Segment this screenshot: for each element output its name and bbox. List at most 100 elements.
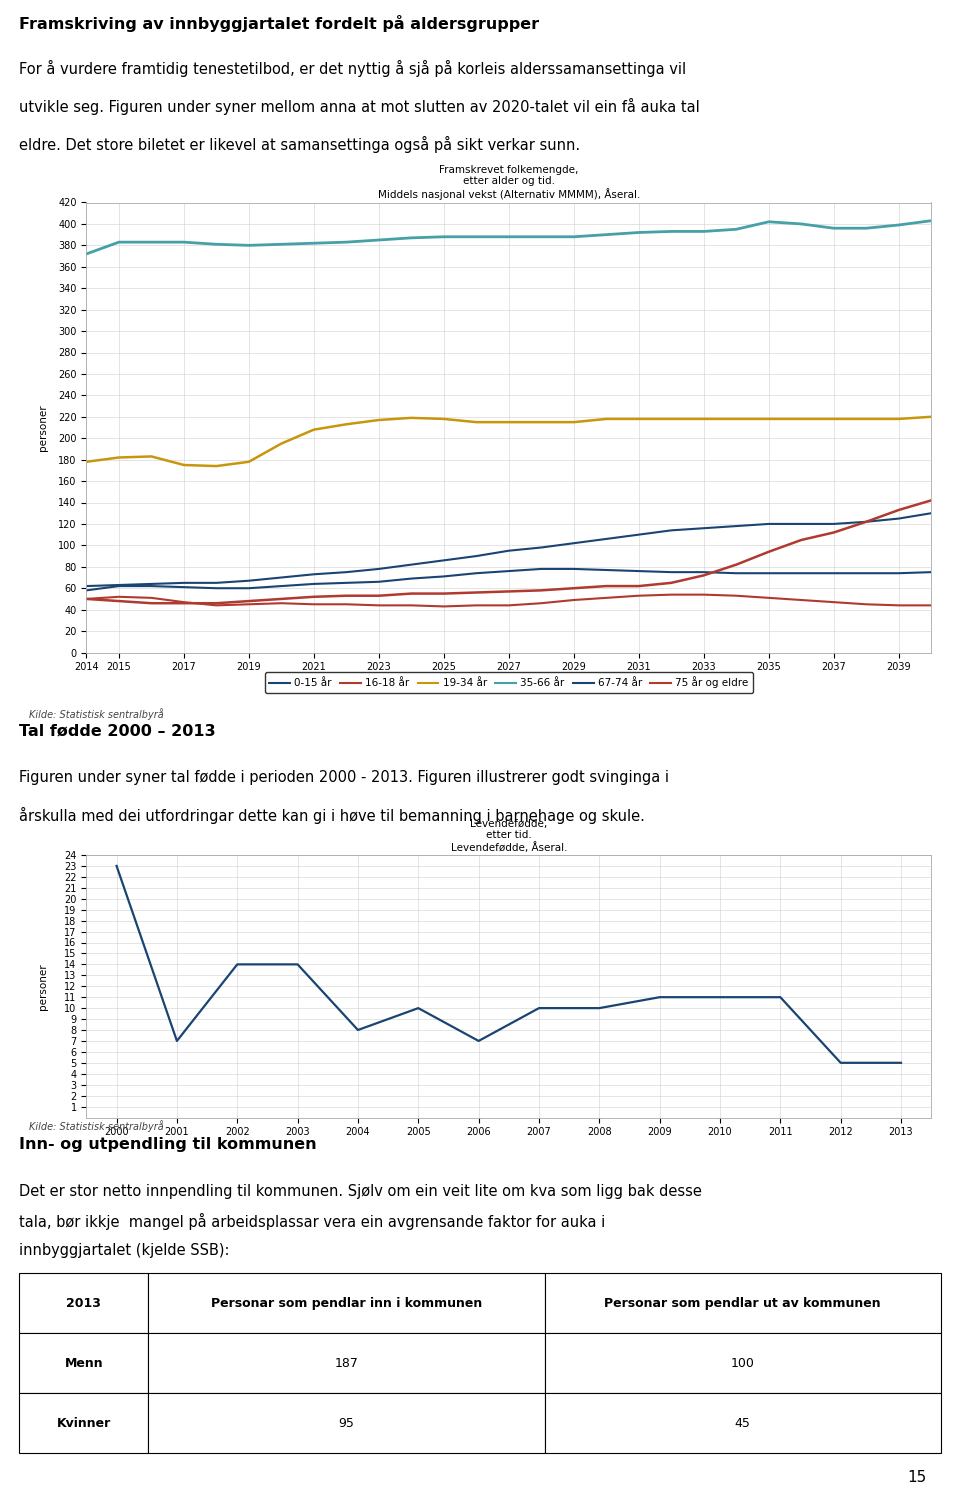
0-15 år xyxy=(503,562,515,580)
75 år og eldre xyxy=(568,579,580,597)
75 år og eldre xyxy=(893,501,904,519)
16-18 år xyxy=(925,597,937,615)
16-18 år xyxy=(536,594,547,612)
Legend: 0-15 år, 16-18 år, 19-34 år, 35-66 år, 67-74 år, 75 år og eldre: 0-15 år, 16-18 år, 19-34 år, 35-66 år, 6… xyxy=(265,672,753,693)
0-15 år xyxy=(731,564,742,582)
67-74 år xyxy=(796,514,807,532)
0-15 år xyxy=(405,570,417,588)
16-18 år xyxy=(568,591,580,609)
67-74 år xyxy=(113,576,125,594)
67-74 år xyxy=(243,572,254,590)
75 år og eldre xyxy=(179,594,190,612)
Y-axis label: personer: personer xyxy=(38,404,48,451)
75 år og eldre xyxy=(763,543,775,561)
Text: Kilde: Statistisk sentralbyrå: Kilde: Statistisk sentralbyrå xyxy=(29,708,163,720)
19-34 år xyxy=(731,410,742,428)
Text: Kilde: Statistisk sentralbyrå: Kilde: Statistisk sentralbyrå xyxy=(29,1119,163,1131)
16-18 år xyxy=(308,596,320,613)
Y-axis label: personer: personer xyxy=(38,963,48,1010)
19-34 år xyxy=(276,435,287,453)
Bar xyxy=(19,1394,148,1454)
19-34 år xyxy=(405,410,417,428)
Text: Det er stor netto innpendling til kommunen. Sjølv om ein veit lite om kva som li: Det er stor netto innpendling til kommun… xyxy=(19,1184,702,1198)
0-15 år xyxy=(341,574,352,592)
Title: Framskrevet folkemengde,
etter alder og tid.
Middels nasjonal vekst (Alternativ : Framskrevet folkemengde, etter alder og … xyxy=(377,165,640,201)
35-66 år xyxy=(81,244,92,262)
75 år og eldre xyxy=(731,555,742,573)
75 år og eldre xyxy=(146,594,157,612)
35-66 år xyxy=(536,228,547,246)
75 år og eldre xyxy=(503,582,515,600)
67-74 år xyxy=(470,548,482,566)
75 år og eldre xyxy=(81,590,92,608)
16-18 år xyxy=(763,590,775,608)
Text: Tal fødde 2000 – 2013: Tal fødde 2000 – 2013 xyxy=(19,723,216,738)
Text: Figuren under syner tal fødde i perioden 2000 - 2013. Figuren illustrerer godt s: Figuren under syner tal fødde i perioden… xyxy=(19,770,669,784)
75 år og eldre xyxy=(308,588,320,606)
0-15 år xyxy=(308,574,320,592)
Bar xyxy=(544,1334,941,1394)
Text: Personar som pendlar ut av kommunen: Personar som pendlar ut av kommunen xyxy=(605,1296,881,1310)
19-34 år xyxy=(373,411,385,429)
75 år og eldre xyxy=(210,594,222,612)
67-74 år xyxy=(438,552,449,570)
35-66 år xyxy=(698,222,709,240)
35-66 år xyxy=(828,219,839,237)
67-74 år xyxy=(893,510,904,528)
Text: Menn: Menn xyxy=(64,1356,103,1370)
Text: For å vurdere framtidig tenestetilbod, er det nyttig å sjå på korleis alderssama: For å vurdere framtidig tenestetilbod, e… xyxy=(19,60,686,76)
0-15 år xyxy=(568,560,580,578)
75 år og eldre xyxy=(698,567,709,585)
Line: 67-74 år: 67-74 år xyxy=(86,513,931,586)
19-34 år xyxy=(633,410,644,428)
67-74 år xyxy=(633,525,644,543)
Bar xyxy=(544,1394,941,1454)
35-66 år xyxy=(438,228,449,246)
Text: Kvinner: Kvinner xyxy=(57,1416,110,1430)
19-34 år xyxy=(925,408,937,426)
19-34 år xyxy=(763,410,775,428)
75 år og eldre xyxy=(796,531,807,549)
0-15 år xyxy=(276,578,287,596)
19-34 år xyxy=(308,420,320,438)
0-15 år xyxy=(146,578,157,596)
35-66 år xyxy=(503,228,515,246)
16-18 år xyxy=(503,597,515,615)
67-74 år xyxy=(81,578,92,596)
0-15 år xyxy=(828,564,839,582)
19-34 år xyxy=(860,410,872,428)
0-15 år xyxy=(210,579,222,597)
67-74 år xyxy=(763,514,775,532)
75 år og eldre xyxy=(373,586,385,604)
67-74 år xyxy=(731,518,742,536)
0-15 år xyxy=(113,578,125,596)
67-74 år xyxy=(536,538,547,556)
19-34 år xyxy=(113,448,125,466)
Line: 35-66 år: 35-66 år xyxy=(86,220,931,254)
35-66 år xyxy=(276,236,287,254)
19-34 år xyxy=(828,410,839,428)
75 år og eldre xyxy=(633,578,644,596)
16-18 år xyxy=(179,592,190,610)
67-74 år xyxy=(601,530,612,548)
67-74 år xyxy=(146,574,157,592)
35-66 år xyxy=(308,234,320,252)
75 år og eldre xyxy=(925,492,937,510)
0-15 år xyxy=(698,562,709,580)
35-66 år xyxy=(146,232,157,250)
Text: Personar som pendlar inn i kommunen: Personar som pendlar inn i kommunen xyxy=(211,1296,482,1310)
35-66 år xyxy=(373,231,385,249)
35-66 år xyxy=(210,236,222,254)
75 år og eldre xyxy=(665,574,677,592)
0-15 år xyxy=(796,564,807,582)
19-34 år xyxy=(796,410,807,428)
16-18 år xyxy=(860,596,872,613)
Text: 95: 95 xyxy=(339,1416,354,1430)
Text: Framskriving av innbyggjartalet fordelt på aldersgrupper: Framskriving av innbyggjartalet fordelt … xyxy=(19,15,540,32)
0-15 år xyxy=(243,579,254,597)
16-18 år xyxy=(601,590,612,608)
19-34 år xyxy=(698,410,709,428)
75 år og eldre xyxy=(860,513,872,531)
Text: innbyggjartalet (kjelde SSB):: innbyggjartalet (kjelde SSB): xyxy=(19,1244,229,1258)
67-74 år xyxy=(828,514,839,532)
